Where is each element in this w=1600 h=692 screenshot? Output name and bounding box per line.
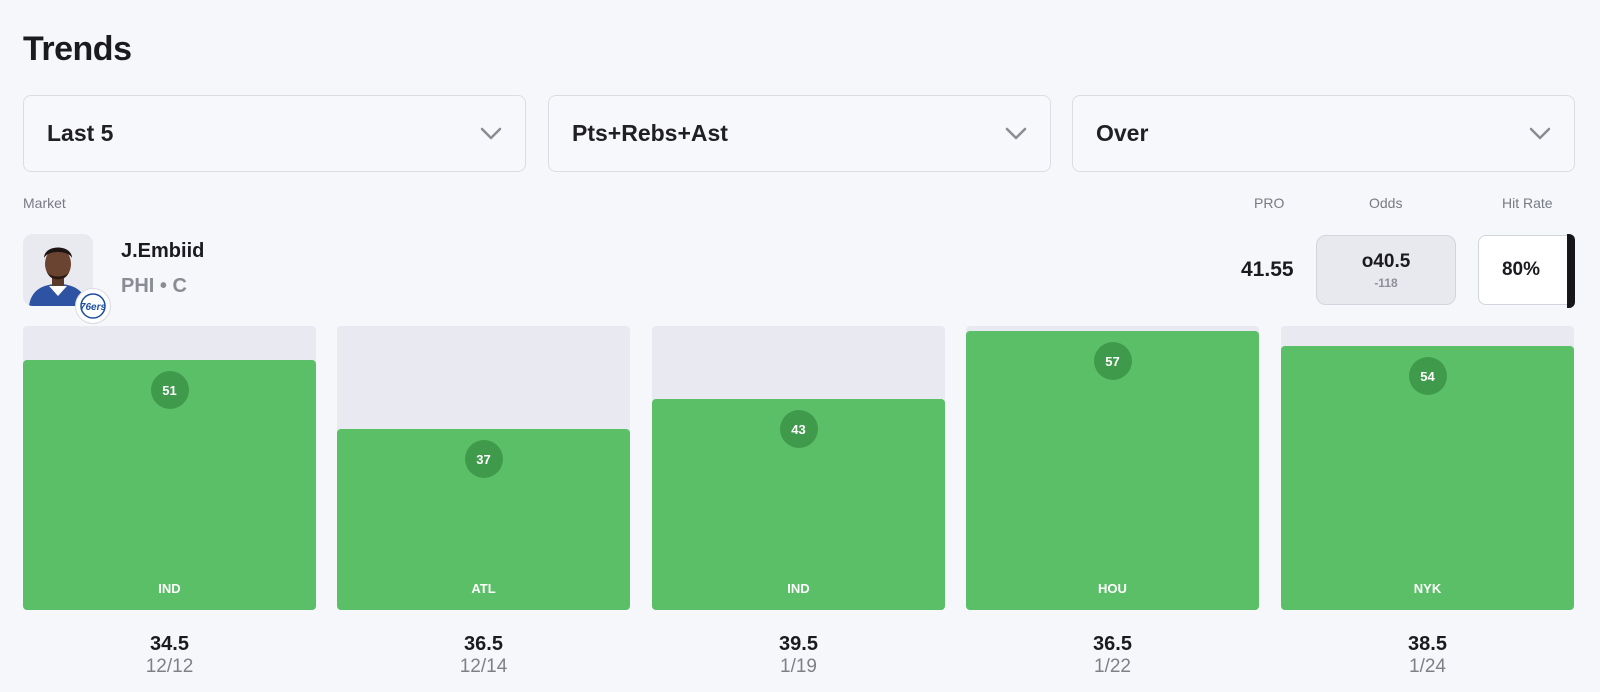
player-headshot-icon <box>23 234 93 306</box>
trend-bar-4[interactable]: 57 HOU <box>966 326 1259 610</box>
market-header: Market <box>23 195 66 211</box>
trend-bar-1[interactable]: 51 IND <box>23 326 316 610</box>
odds-price: -118 <box>1374 275 1398 290</box>
odds-header: Odds <box>1369 195 1403 211</box>
bar-value-label: 37 <box>464 440 503 478</box>
player-name[interactable]: J.Embiid <box>121 240 205 262</box>
bar-date-label: 1/19 <box>780 656 817 677</box>
bar-value-label: 54 <box>1408 357 1447 395</box>
hit-rate-indicator <box>1567 234 1575 308</box>
bar-line-value: 36.5 <box>1093 633 1132 655</box>
player-team-position: PHI • C <box>121 275 187 297</box>
bar-line-value: 38.5 <box>1408 633 1447 655</box>
hit-rate-box: 80% <box>1478 234 1575 308</box>
page-title: Trends <box>23 30 132 68</box>
bar-value-label: 51 <box>150 371 189 409</box>
side-dropdown-label: Over <box>1096 120 1149 146</box>
trend-bar-2[interactable]: 37 ATL <box>337 326 630 610</box>
hit-rate-header: Hit Rate <box>1502 195 1553 211</box>
team-logo-icon: 76ers <box>75 288 111 324</box>
bar-line-value: 36.5 <box>464 633 503 655</box>
bar-opponent-label: NYK <box>1413 581 1442 596</box>
chevron-down-icon <box>1528 122 1552 146</box>
player-avatar[interactable] <box>23 234 93 306</box>
bar-opponent-label: IND <box>158 581 181 596</box>
trend-bar-5[interactable]: 54 NYK <box>1281 326 1574 610</box>
bar-date-label: 1/22 <box>1094 656 1131 677</box>
bar-opponent-label: ATL <box>471 581 496 596</box>
bar-opponent-label: IND <box>787 581 810 596</box>
pro-value: 41.55 <box>1241 258 1294 281</box>
team-logo-text: 76ers <box>80 302 107 313</box>
range-dropdown-label: Last 5 <box>47 120 114 146</box>
stat-dropdown[interactable]: Pts+Rebs+Ast <box>548 95 1051 172</box>
pro-header: PRO <box>1254 195 1285 211</box>
stat-dropdown-label: Pts+Rebs+Ast <box>572 120 728 146</box>
bar-opponent-label: HOU <box>1098 581 1127 596</box>
bar-value-label: 43 <box>779 410 818 448</box>
bar-date-label: 1/24 <box>1409 656 1446 677</box>
odds-button[interactable]: o40.5 -118 <box>1316 235 1456 305</box>
bar-date-label: 12/12 <box>145 656 194 677</box>
hit-rate-value: 80% <box>1501 259 1541 280</box>
range-dropdown[interactable]: Last 5 <box>23 95 526 172</box>
chevron-down-icon <box>1004 122 1028 146</box>
bar-line-value: 34.5 <box>150 633 189 655</box>
side-dropdown[interactable]: Over <box>1072 95 1575 172</box>
bar-date-label: 12/14 <box>459 656 508 677</box>
chevron-down-icon <box>479 122 503 146</box>
trend-bar-3[interactable]: 43 IND <box>652 326 945 610</box>
bar-value-label: 57 <box>1093 342 1132 380</box>
odds-line: o40.5 <box>1361 250 1411 272</box>
bar-line-value: 39.5 <box>779 633 818 655</box>
